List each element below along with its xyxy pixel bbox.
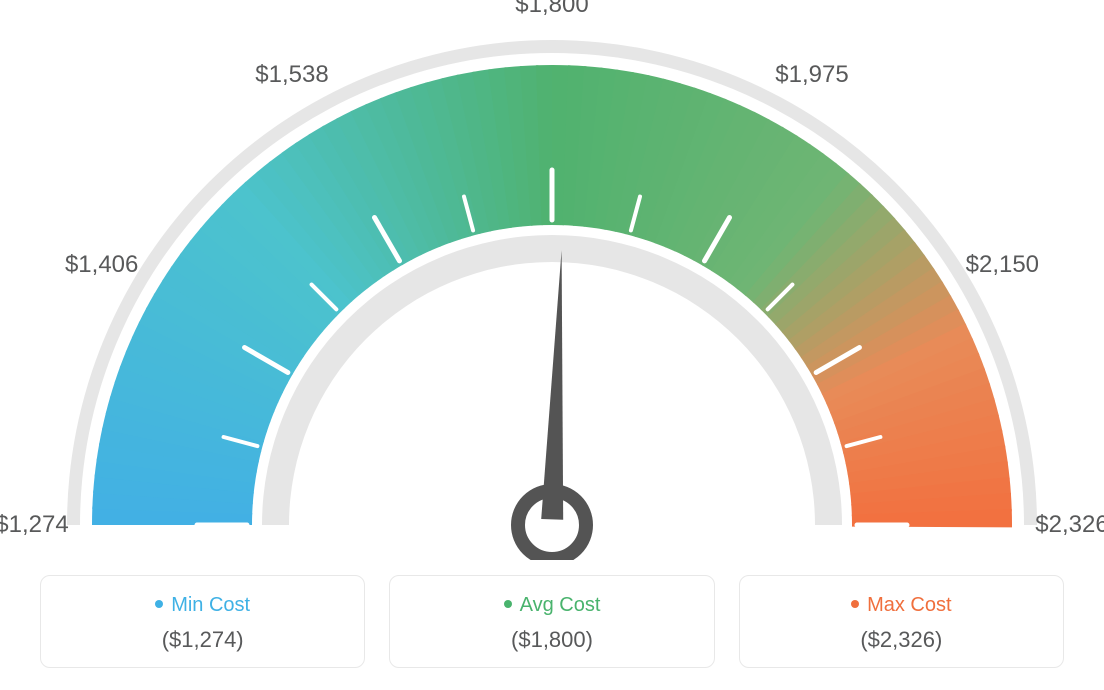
gauge-tick-label: $2,326: [1035, 511, 1104, 539]
min-dot-icon: [155, 600, 163, 608]
cost-gauge: $1,274 $1,406 $1,538 $1,800 $1,975 $2,150 $2,3…: [0, 0, 1104, 560]
gauge-tick-label: $1,274: [0, 511, 69, 539]
gauge-tick-label: $1,975: [775, 61, 848, 89]
max-cost-card: Max Cost ($2,326): [739, 575, 1064, 668]
avg-cost-value: ($1,800): [400, 627, 703, 653]
gauge-tick-label: $1,406: [65, 251, 138, 279]
max-dot-icon: [851, 600, 859, 608]
gauge-tick-label: $2,150: [966, 251, 1039, 279]
cost-summary-cards: Min Cost ($1,274) Avg Cost ($1,800) Max …: [40, 575, 1064, 668]
max-cost-value: ($2,326): [750, 627, 1053, 653]
max-cost-label: Max Cost: [867, 594, 951, 616]
avg-dot-icon: [504, 600, 512, 608]
gauge-tick-label: $1,538: [255, 61, 328, 89]
max-cost-title: Max Cost: [750, 594, 1053, 617]
gauge-tick-label: $1,800: [515, 0, 588, 19]
min-cost-card: Min Cost ($1,274): [40, 575, 365, 668]
avg-cost-label: Avg Cost: [520, 594, 601, 616]
avg-cost-card: Avg Cost ($1,800): [389, 575, 714, 668]
min-cost-label: Min Cost: [171, 594, 250, 616]
min-cost-value: ($1,274): [51, 627, 354, 653]
min-cost-title: Min Cost: [51, 594, 354, 617]
avg-cost-title: Avg Cost: [400, 594, 703, 617]
